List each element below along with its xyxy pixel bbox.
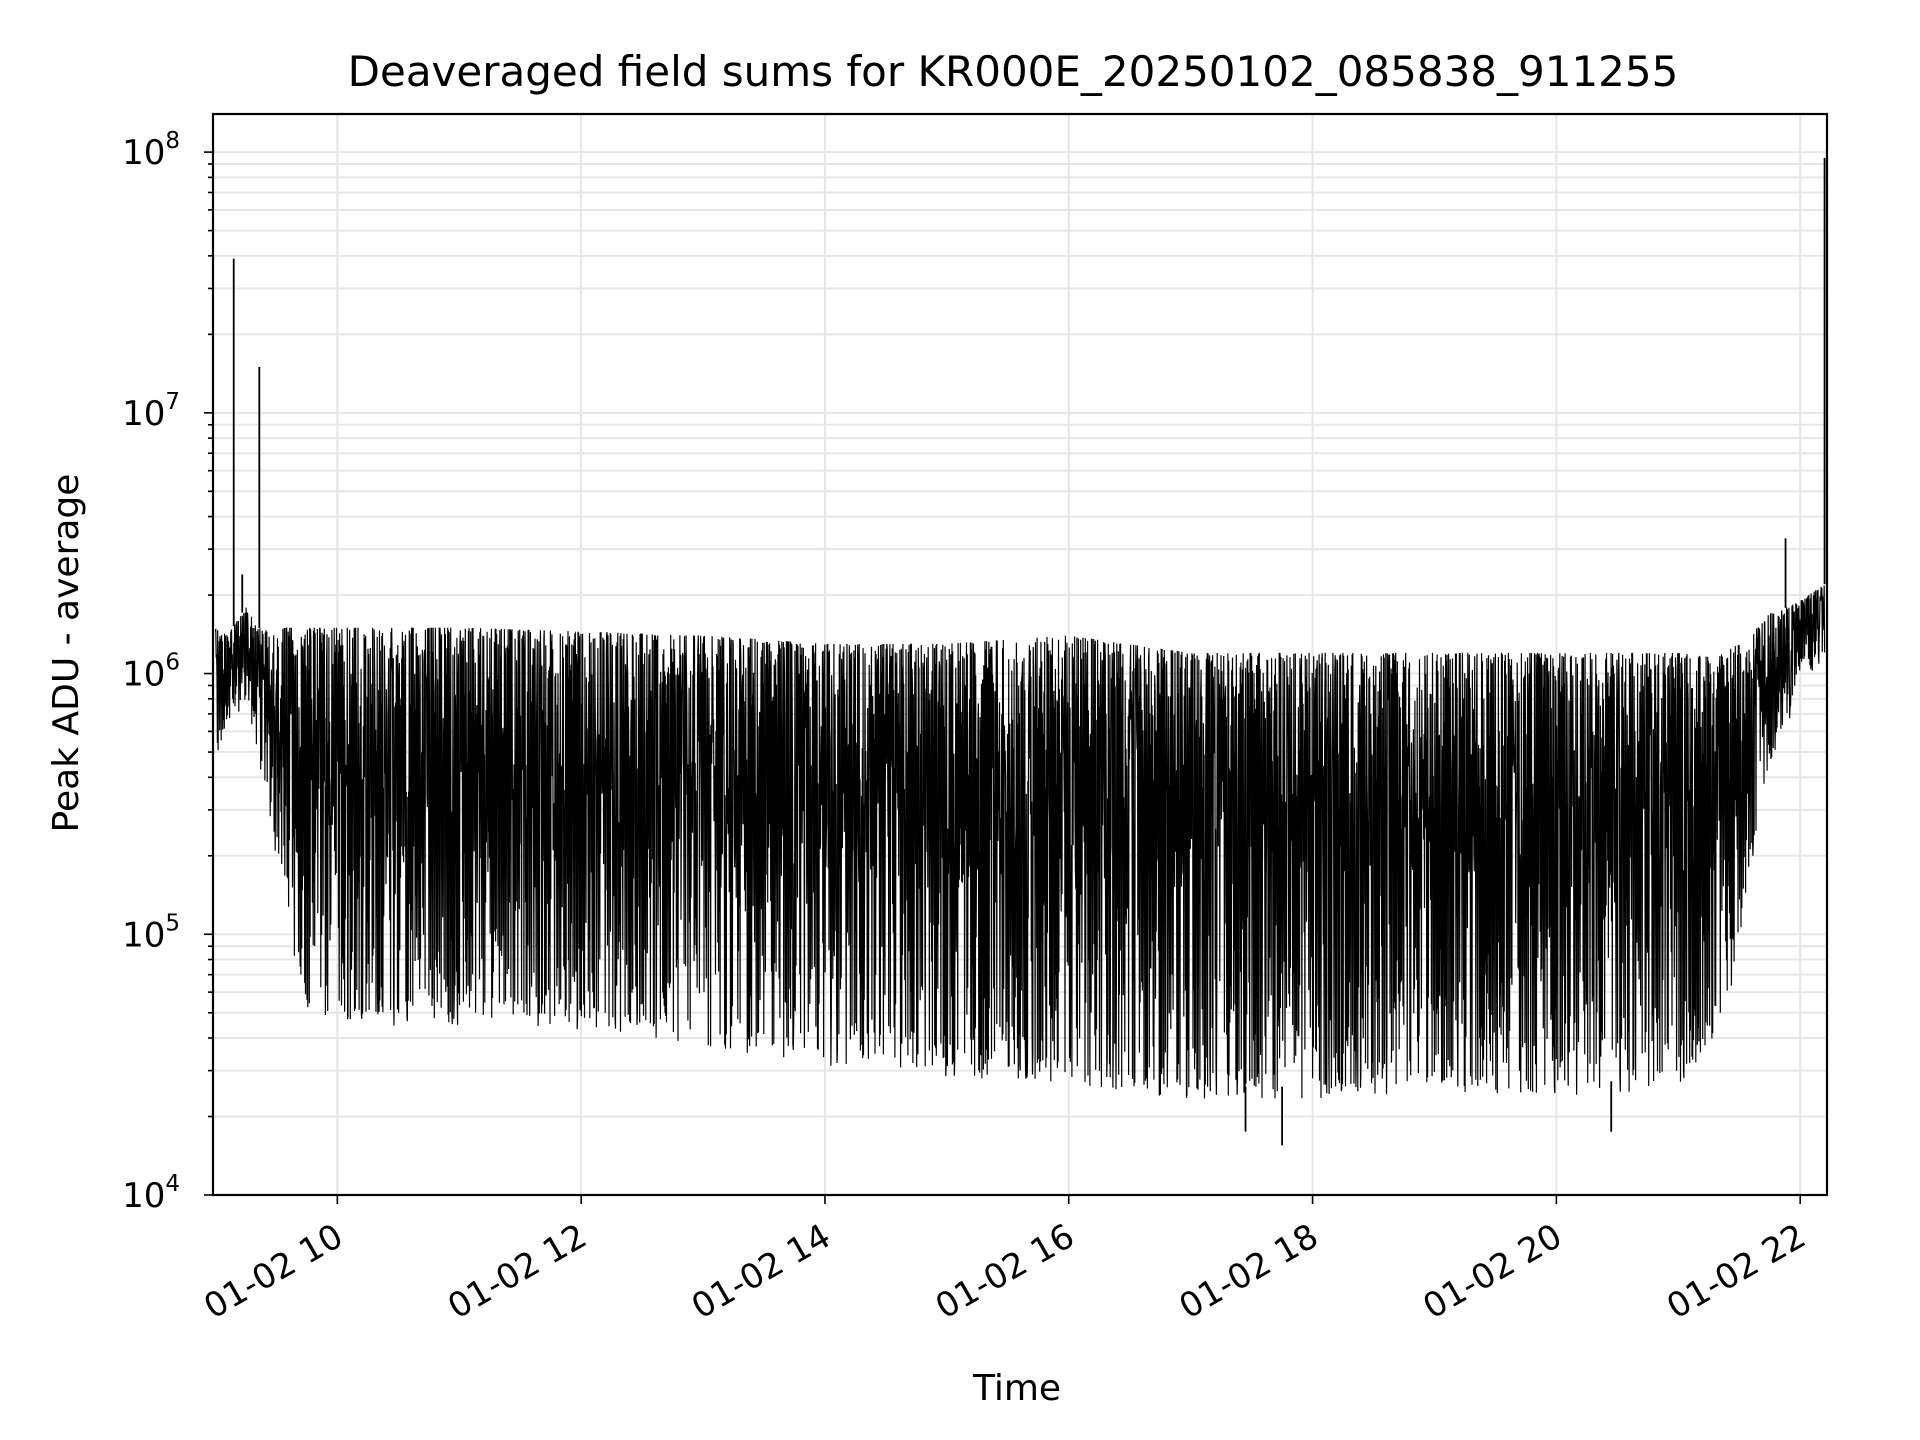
y-tick-label: 105 [122, 910, 180, 955]
y-tick-label: 106 [122, 650, 180, 695]
data-line [214, 585, 1826, 1099]
y-tick-label: 104 [122, 1171, 180, 1216]
data-series [214, 157, 1826, 1146]
y-tick-label: 108 [122, 128, 180, 173]
y-tick-label: 107 [122, 389, 180, 434]
chart-title: Deaveraged field sums for KR000E_2025010… [348, 47, 1679, 96]
y-axis-label: Peak ADU - average [46, 474, 87, 833]
plot-frame [211, 112, 1829, 1197]
x-axis-label: Time [972, 1368, 1061, 1409]
